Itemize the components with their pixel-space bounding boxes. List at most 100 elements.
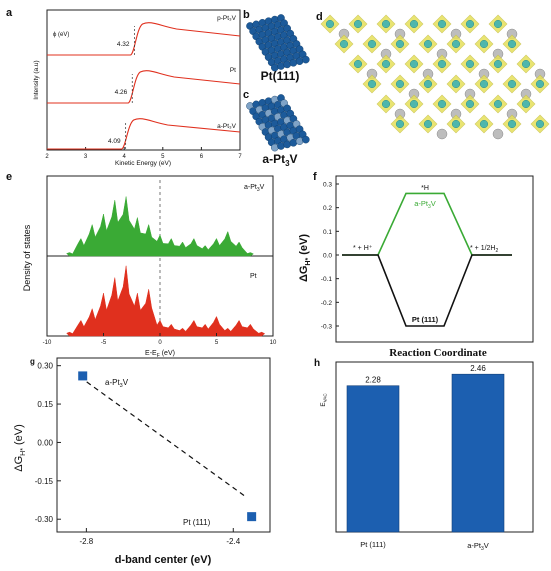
panel-f-step-label-0: * + H⁺ [353,245,373,252]
panel-e-ylabel: Density of states [22,224,32,291]
panel-a-x-tick-label: 7 [238,154,242,160]
panel-f-energy-profiles [342,192,512,327]
lattice-pt-atom [367,39,377,49]
lattice-v-atom [436,128,448,140]
lattice-pt-atom [535,79,545,89]
panel-g-frame [56,357,271,533]
panel-g-y-tick-label: -0.30 [35,515,54,524]
panel-f-step-label-1: *H [421,185,429,192]
panel-g-points [78,371,257,522]
panel-h-ylabel: EVAC [320,393,328,407]
panel-a-x-ticks: 2 3 4 5 6 7 [45,147,242,160]
panel-a-x-tick-label: 5 [161,154,165,160]
charge-density-lattice-image [320,14,550,140]
lattice-pt-atom [451,119,461,129]
panel-e-x-ticks: -10 -5 0 5 10 [43,333,277,346]
lattice-pt-atom [353,59,363,69]
panel-a-x-tick-label: 4 [123,154,127,160]
panel-h-bar-0 [346,385,400,533]
lattice-pt-atom [493,99,503,109]
panel-h-data-label-0: 2.28 [365,376,381,385]
panel-f-y-tick-label: -0.2 [321,300,333,307]
panel-h-bar-1 [451,373,505,533]
lattice-pt-atom [451,39,461,49]
panel-d-letter: d [316,11,323,23]
panel-a-work-function-label: 4.26 [115,89,128,96]
panel-a-curve-p-Pt3V [47,22,241,56]
panel-f-y-tick-label: 0.2 [323,205,332,212]
panel-g-point-label-1: Pt (111) [183,518,211,527]
panel-b-label: Pt(111) [261,69,300,83]
lattice-pt-atom [409,99,419,109]
lattice-pt-atom [423,79,433,89]
lattice-pt-atom [437,99,447,109]
lattice-pt-atom [479,79,489,89]
panel-f-letter: f [313,171,317,183]
panel-f-frame [335,175,534,343]
panel-a-series-label: p-Pt₃V [217,15,237,22]
panel-a-x-tick-label: 6 [200,154,204,160]
panel-e-letter: e [6,171,12,183]
panel-g-point-1 [247,512,257,522]
lattice-pt-atom [353,19,363,29]
panel-g-ticks: -2.8 -2.4 0.30 0.15 0.00 -0.15 -0.30 [35,362,241,546]
panel-e-dos-a-Pt3V [66,196,254,257]
panel-h-data-label-1: 2.46 [470,364,486,373]
panel-f-y-tick-label: 0.0 [323,253,332,260]
panel-h-category-0: Pt (111) [360,540,386,549]
panel-f-step-label-2: * + 1/2H2 [470,245,499,254]
panel-f-series-label-pt111: Pt (111) [412,315,439,324]
lattice-pt-atom [493,59,503,69]
panel-b-letter: b [243,9,250,21]
lattice-pt-atom [437,59,447,69]
panel-e-dos-Pt [66,265,266,337]
panel-h-category-1: a-Pt3V [467,541,489,552]
panel-a-curves: 4.32 p-Pt₃V 4.26 Pt 4.09 a-Pt₃V [47,15,241,150]
panel-a-curve-a-Pt3V [47,118,241,150]
panel-g-ylabel: ΔGH* (eV) [13,424,27,472]
lattice-pt-atom [395,39,405,49]
panel-e-label-apt3v: a-Pt3V [244,184,265,193]
panel-g-point-label-0: a-Pt3V [105,378,129,389]
lattice-pt-atom [465,99,475,109]
panel-f-y-tick-label: -0.3 [321,324,333,331]
panel-f-ylabel: ΔGH* (eV) [298,234,312,282]
lattice-pt-atom [395,119,405,129]
panel-a-ylabel: Intensity (a.u) [33,60,40,99]
panel-e-dos-areas [66,196,266,337]
panel-g-xlabel: d-band center (eV) [115,554,212,566]
panel-a-work-function-label: 4.32 [117,41,130,48]
panel-a-letter: a [6,7,13,19]
panel-c-label: a-Pt3V [262,152,297,168]
lattice-pt-atom [437,19,447,29]
panel-g-y-tick-label: 0.15 [37,400,53,409]
panel-h-letter: h [314,358,320,369]
apt3v-atom [301,135,310,144]
panel-e-x-tick-label: 5 [215,340,219,346]
lattice-pt-atom [423,39,433,49]
panel-f-y-tick-label: 0.3 [323,182,332,189]
panel-e-label-pt: Pt [250,273,257,280]
lattice-pt-atom [507,119,517,129]
panel-g-trend-line [86,381,246,498]
panel-h-frame [335,361,534,533]
lattice-pt-atom [409,19,419,29]
lattice-pt-atom [521,99,531,109]
lattice-pt-atom [395,79,405,89]
panel-e-xlabel: E-EF (eV) [145,350,175,359]
panel-a-phi-annotation: ϕ (eV) [53,32,69,38]
panel-a-series-label: Pt [230,67,236,74]
panel-g-point-0 [78,371,88,381]
lattice-pt-atom [451,79,461,89]
panel-g-x-tick-label: -2.4 [226,537,240,546]
lattice-pt-atom [423,119,433,129]
panel-g-y-tick-label: 0.30 [37,362,53,371]
panel-a-frame [46,9,241,151]
panel-h-bars: 2.28 2.46 [346,364,505,533]
lattice-v-atom [492,128,504,140]
panel-a-series-label: a-Pt₃V [217,123,237,130]
panel-e-x-tick-label: -5 [101,340,107,346]
lattice-pt-atom [465,19,475,29]
lattice-pt-atom [493,19,503,29]
panel-g-y-tick-label: -0.15 [35,477,54,486]
